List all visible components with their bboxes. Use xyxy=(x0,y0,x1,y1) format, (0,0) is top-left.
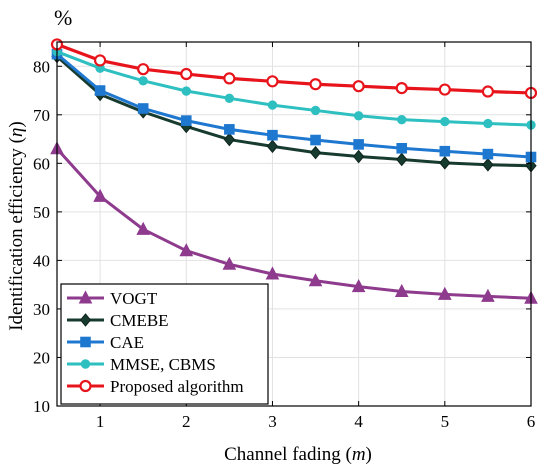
data-point xyxy=(394,283,409,297)
data-point xyxy=(224,124,235,135)
y-tick-label: 40 xyxy=(33,251,50,270)
data-point xyxy=(136,221,151,235)
x-axis-label-var: m xyxy=(352,444,366,465)
legend: VOGT CMEBE CAE MMSE, CBMS Proposed algorithm xyxy=(60,283,269,405)
legend-label: VOGT xyxy=(110,289,158,308)
data-point xyxy=(222,256,237,270)
data-point xyxy=(352,149,365,164)
series-layer xyxy=(50,38,538,304)
x-axis-label-prefix: Channel fading ( xyxy=(224,444,352,465)
data-point xyxy=(180,115,192,126)
x-tick-label: 2 xyxy=(182,412,191,431)
data-point xyxy=(352,80,365,93)
legend-marker xyxy=(79,379,92,393)
legend-marker xyxy=(80,359,91,369)
legend-entry: VOGT xyxy=(67,289,158,308)
data-point xyxy=(137,103,149,114)
data-point xyxy=(396,152,408,167)
data-point xyxy=(265,266,280,280)
data-point xyxy=(93,188,107,202)
series-line xyxy=(56,50,532,127)
legend-entry: CMEBE xyxy=(67,311,169,330)
data-point xyxy=(308,273,323,287)
data-point xyxy=(482,158,494,172)
x-tick-label: 6 xyxy=(527,412,536,431)
data-point xyxy=(481,85,495,98)
y-tick-label: 80 xyxy=(33,57,50,76)
y-tick-label: 70 xyxy=(33,106,50,125)
legend-entry: CAE xyxy=(67,333,144,352)
series-proposed-algorithm xyxy=(50,38,538,100)
data-point xyxy=(93,54,107,67)
data-point xyxy=(439,145,451,157)
data-point xyxy=(137,63,150,76)
data-point xyxy=(223,72,236,85)
data-point xyxy=(395,82,408,95)
legend-label: Proposed algorithm xyxy=(110,377,244,396)
legend-box xyxy=(60,283,269,405)
data-point xyxy=(266,75,279,88)
data-point xyxy=(267,100,278,110)
data-point xyxy=(353,139,364,150)
data-point xyxy=(437,286,452,300)
y-tick-label: 60 xyxy=(33,154,50,173)
data-point xyxy=(309,145,322,160)
series-line xyxy=(56,52,532,159)
x-axis-label: Channel fading (m) xyxy=(224,444,372,465)
data-point xyxy=(310,134,321,146)
data-point xyxy=(482,148,494,160)
x-tick-label: 4 xyxy=(354,412,363,431)
data-point xyxy=(224,93,235,103)
x-tick-label: 5 xyxy=(441,412,450,431)
series-line xyxy=(55,147,532,300)
series-mmse-cbms xyxy=(52,47,536,130)
x-tick-label: 3 xyxy=(268,412,277,431)
data-point xyxy=(309,78,322,91)
data-point xyxy=(440,116,450,127)
series-vogt xyxy=(50,141,538,304)
legend-entry: Proposed algorithm xyxy=(67,377,244,396)
y-tick-label: 20 xyxy=(33,348,50,367)
data-point xyxy=(397,114,407,125)
data-point xyxy=(181,86,191,96)
legend-label: CMEBE xyxy=(110,311,169,330)
data-point xyxy=(94,85,106,96)
x-axis-label-suffix: ) xyxy=(366,444,372,465)
y-unit-label: % xyxy=(54,5,72,30)
legend-label: CAE xyxy=(110,333,144,352)
legend-marker xyxy=(78,290,93,304)
y-tick-label: 10 xyxy=(33,397,50,416)
legend-label: MMSE, CBMS xyxy=(110,355,216,374)
plot-frame xyxy=(56,41,532,407)
series-line xyxy=(56,55,532,168)
data-point xyxy=(483,118,493,129)
legend-entry: MMSE, CBMS xyxy=(67,355,216,374)
axis-ticks: 1 2 3 4 5 6 10 20 30 40 50 60 70 80 xyxy=(33,42,535,431)
data-point xyxy=(223,132,236,147)
data-point xyxy=(439,156,451,170)
data-point xyxy=(438,83,451,96)
series-line xyxy=(56,42,532,95)
data-point xyxy=(180,67,193,81)
data-point xyxy=(310,105,321,116)
y-axis-label: Identification efficiency (η) xyxy=(6,121,27,331)
data-point xyxy=(351,279,366,293)
y-axis-label-prefix: Identification efficiency ( xyxy=(6,137,27,331)
x-tick-label: 1 xyxy=(96,412,105,431)
data-point xyxy=(266,139,279,154)
y-tick-label: 50 xyxy=(33,203,50,222)
data-point xyxy=(353,111,364,121)
y-tick-label: 30 xyxy=(33,300,50,319)
legend-marker xyxy=(79,313,92,327)
data-point xyxy=(138,76,148,86)
data-point xyxy=(179,243,194,257)
data-point xyxy=(267,129,278,141)
data-point xyxy=(481,288,495,302)
y-axis-label-var: η xyxy=(6,128,27,137)
data-point xyxy=(396,142,408,154)
y-axis-label-suffix: ) xyxy=(6,121,27,127)
legend-marker xyxy=(80,336,91,348)
